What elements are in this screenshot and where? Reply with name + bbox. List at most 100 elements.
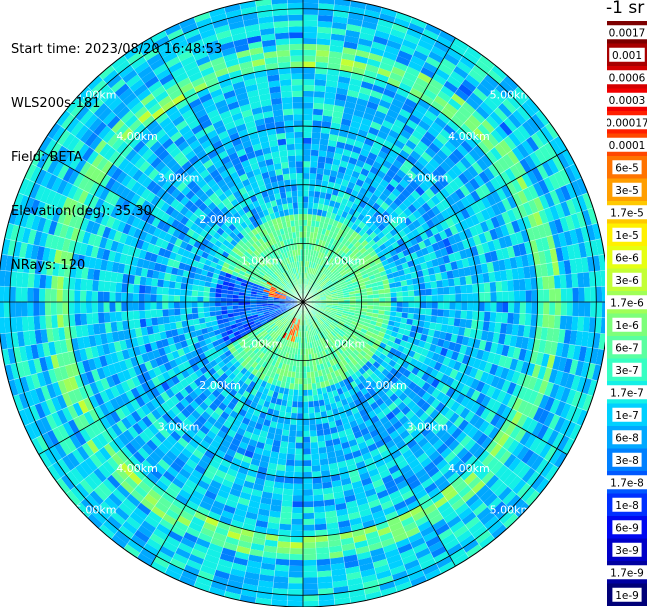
range-gate — [347, 270, 354, 276]
range-gate — [310, 453, 320, 461]
range-gate — [389, 72, 404, 83]
range-gate — [525, 302, 532, 314]
range-gate — [522, 201, 533, 216]
range-gate — [359, 257, 367, 264]
range-gate — [290, 542, 303, 549]
range-gate — [316, 270, 321, 277]
range-gate — [478, 55, 495, 70]
range-gate — [498, 333, 506, 345]
range-gate — [303, 378, 308, 385]
range-gate — [289, 553, 303, 561]
range-gate — [353, 257, 360, 265]
range-gate — [574, 227, 585, 244]
range-gate — [486, 331, 495, 343]
range-gate — [303, 108, 314, 115]
range-gate — [486, 261, 495, 273]
range-gate — [472, 292, 479, 302]
range-gate — [549, 248, 558, 263]
range-gate — [492, 353, 502, 366]
range-gate — [362, 15, 379, 25]
range-gate — [356, 98, 369, 107]
range-gate — [355, 295, 362, 300]
range-gate — [310, 274, 314, 281]
range-gate — [365, 157, 375, 167]
range-gate — [385, 183, 396, 193]
range-gate — [402, 124, 415, 135]
range-gate — [408, 302, 415, 308]
range-gate — [349, 176, 358, 185]
range-gate — [431, 169, 443, 181]
range-gate — [315, 541, 329, 549]
range-gate — [373, 298, 380, 302]
range-gate — [581, 377, 592, 395]
range-gate — [390, 124, 403, 135]
range-gate — [392, 326, 400, 333]
range-gate — [281, 500, 293, 508]
range-gate — [376, 130, 389, 140]
range-gate — [388, 149, 399, 160]
range-gate — [386, 169, 397, 179]
range-gate — [308, 412, 316, 420]
range-gate — [326, 281, 333, 287]
range-gate — [436, 35, 453, 49]
range-gate — [519, 158, 532, 173]
range-gate — [317, 441, 326, 448]
range-gate — [426, 83, 441, 96]
range-gate — [399, 164, 411, 175]
range-gate — [511, 206, 523, 221]
range-gate — [324, 92, 337, 100]
range-gate — [560, 288, 567, 302]
range-gate — [557, 260, 566, 276]
range-gate — [453, 342, 462, 353]
range-gate — [340, 118, 352, 127]
range-gate — [303, 577, 318, 584]
range-gate — [324, 241, 330, 249]
range-gate — [339, 160, 349, 169]
range-gate — [499, 322, 508, 335]
range-gate — [401, 285, 408, 292]
range-gate — [544, 192, 555, 208]
range-gate — [344, 35, 360, 44]
range-gate — [495, 84, 511, 99]
range-gate — [303, 0, 319, 4]
range-gate — [439, 347, 449, 357]
range-gate — [421, 268, 430, 277]
range-gate — [333, 183, 342, 191]
range-gate — [414, 332, 422, 341]
range-gate — [296, 419, 303, 426]
range-gate — [413, 307, 421, 315]
range-gate — [518, 348, 527, 362]
range-gate — [348, 83, 361, 93]
range-gate — [384, 82, 399, 94]
range-gate — [424, 147, 437, 159]
range-gate — [433, 40, 450, 54]
range-gate — [203, 302, 210, 308]
range-gate — [494, 125, 509, 140]
range-gate — [511, 220, 521, 234]
range-gate — [309, 267, 313, 274]
range-gate — [514, 231, 524, 245]
range-gate — [303, 20, 318, 27]
range-gate — [459, 318, 467, 328]
range-gate — [303, 249, 306, 256]
range-gate — [311, 281, 316, 288]
range-gate — [291, 401, 298, 408]
range-gate — [505, 323, 513, 336]
range-gate — [396, 134, 409, 145]
range-gate — [442, 339, 451, 350]
range-gate — [495, 312, 503, 323]
range-gate — [475, 264, 483, 275]
range-gate — [549, 383, 560, 399]
range-gate — [332, 268, 338, 275]
range-gate — [373, 302, 380, 306]
range-gate — [390, 302, 397, 307]
range-gate — [459, 123, 474, 137]
range-gate — [338, 258, 345, 265]
range-gate — [395, 183, 406, 194]
range-gate — [439, 187, 451, 199]
range-gate — [275, 558, 290, 566]
range-gate — [371, 254, 380, 261]
range-gate — [303, 225, 307, 232]
range-gate — [312, 208, 318, 216]
range-gate — [431, 287, 438, 296]
